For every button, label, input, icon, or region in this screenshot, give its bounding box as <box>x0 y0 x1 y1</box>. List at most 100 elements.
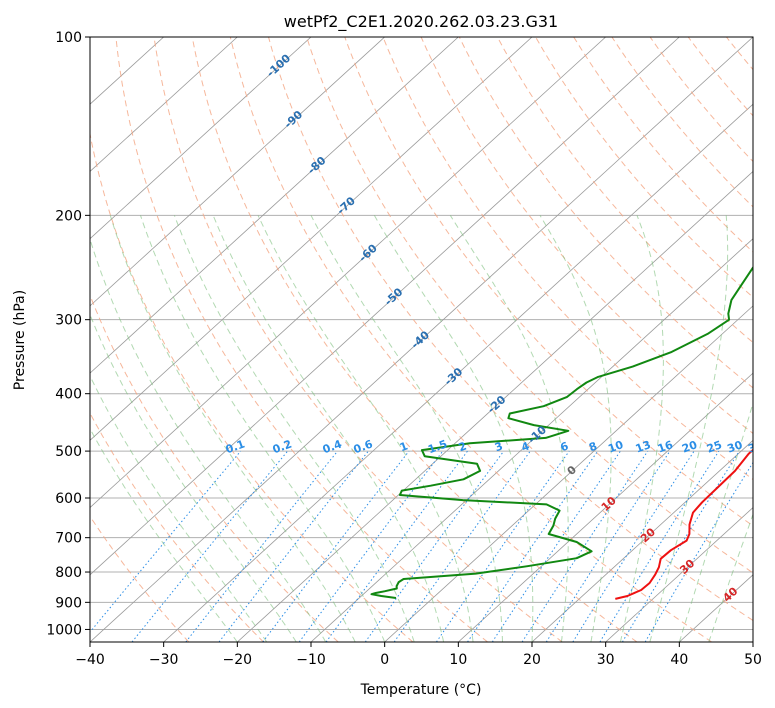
dry-adiabat <box>191 37 638 642</box>
isotherm-line <box>90 37 533 441</box>
dewpoint-profile-line <box>370 266 753 599</box>
mixing-ratio-line <box>364 450 505 642</box>
mixing-ratio-line <box>435 450 570 642</box>
mixing-ratio-line <box>185 450 338 642</box>
mixing-ratio-label: 16 <box>656 438 675 456</box>
mixing-ratio-line <box>262 450 410 642</box>
isotherm-line <box>90 37 680 576</box>
mixing-ratio-line <box>621 450 740 642</box>
moist-adiabat <box>109 215 356 642</box>
y-tick-label: 500 <box>55 444 82 460</box>
mixing-ratio-label: 1 <box>398 439 410 454</box>
plot-frame <box>89 36 754 643</box>
mixing-ratio-line <box>491 450 621 642</box>
mixing-ratio-line <box>572 450 695 642</box>
isotherm-line <box>90 37 459 374</box>
isotherm-line <box>531 439 753 642</box>
isotherm-line <box>90 37 238 172</box>
mixing-ratio-label: 13 <box>634 438 653 455</box>
isotherm-line <box>163 103 753 642</box>
mixing-ratio-label: 8 <box>587 439 599 454</box>
y-tick-label: 100 <box>55 30 82 46</box>
mixing-ratio-label: 0.1 <box>224 437 247 456</box>
isotherm-line <box>384 305 753 642</box>
dry-adiabat <box>344 37 753 527</box>
x-tick-label: 0 <box>380 652 389 668</box>
x-tick-label: 20 <box>523 652 541 668</box>
isotherm-line <box>605 507 753 642</box>
temperature-profile-line <box>615 448 753 600</box>
mixing-ratio-label: 6 <box>559 439 571 454</box>
isotherm-line <box>90 37 312 240</box>
y-tick-label: 900 <box>55 595 82 611</box>
moist-adiabat <box>140 215 386 642</box>
isotherm-line <box>310 238 753 642</box>
mixing-ratio-line <box>545 450 671 642</box>
dry-adiabat <box>153 37 563 642</box>
mixing-ratio-line <box>325 450 468 642</box>
mixing-ratio-label: 2 <box>457 439 469 454</box>
mixing-ratio-label: 25 <box>705 438 724 455</box>
x-tick-label: −40 <box>75 652 105 668</box>
mixing-ratio-label: 20 <box>680 438 699 456</box>
dry-adiabat <box>90 515 190 642</box>
mixing-ratio-label: 0.4 <box>321 437 344 456</box>
moist-adiabat <box>90 313 297 642</box>
y-tick-label: 800 <box>55 565 82 581</box>
isotherm-line <box>90 37 606 509</box>
y-axis-label: Pressure (hPa) <box>12 290 28 390</box>
mixing-ratio-label: 4 <box>520 439 532 454</box>
mixing-ratio-line <box>90 450 242 633</box>
y-tick-label: 1000 <box>46 622 82 638</box>
dry-adiabat <box>115 37 488 642</box>
moist-adiabat <box>212 215 445 642</box>
mixing-ratio-line <box>131 450 288 642</box>
moist-adiabat <box>90 237 327 642</box>
mixing-ratio-label: 0.2 <box>271 437 294 456</box>
y-tick-label: 700 <box>55 531 82 547</box>
mixing-ratio-label: 36 <box>746 438 765 456</box>
dry-adiabat <box>535 37 753 298</box>
mixing-ratio-label: 10 <box>606 438 625 456</box>
mixing-ratio-line <box>521 450 649 642</box>
y-tick-label: 400 <box>55 387 82 403</box>
mixing-ratio-line <box>467 450 599 642</box>
isotherm-line <box>237 170 753 642</box>
isotherm-line <box>458 372 753 642</box>
y-tick-label: 600 <box>55 491 82 507</box>
y-tick-label: 200 <box>55 208 82 224</box>
moist-adiabat <box>310 215 503 642</box>
dry-adiabat <box>90 412 264 642</box>
x-tick-label: 50 <box>744 652 762 668</box>
x-tick-label: −10 <box>296 652 326 668</box>
mixing-ratio-label: 3 <box>493 440 505 455</box>
dry-adiabat <box>496 37 753 344</box>
moist-adiabat <box>257 215 474 642</box>
y-tick-label: 300 <box>55 313 82 329</box>
mixing-ratio-line <box>298 450 444 642</box>
isotherm-line <box>90 37 385 307</box>
chart-title: wetPf2_C2E1.2020.262.03.23.G31 <box>284 12 558 32</box>
moist-adiabat <box>90 374 268 642</box>
mixing-ratio-label: 30 <box>725 438 744 456</box>
x-tick-label: −30 <box>149 652 179 668</box>
x-tick-label: −20 <box>223 652 253 668</box>
dry-adiabat <box>90 131 414 642</box>
x-tick-label: 30 <box>597 652 615 668</box>
x-axis-label: Temperature (°C) <box>360 682 482 698</box>
moist-adiabat <box>619 215 664 642</box>
dry-adiabat <box>229 37 712 642</box>
dry-adiabat <box>382 37 753 481</box>
mixing-ratio-line <box>393 450 531 642</box>
dry-adiabat <box>306 37 753 574</box>
isotherm-line <box>90 37 753 642</box>
moist-adiabat <box>373 215 534 642</box>
dry-adiabat <box>268 37 753 622</box>
mixing-ratio-label: 1.5 <box>426 437 449 456</box>
mixing-ratio-label: 0.6 <box>352 437 375 456</box>
x-tick-label: 10 <box>449 652 467 668</box>
x-tick-label: 40 <box>670 652 688 668</box>
moist-adiabat <box>539 215 612 642</box>
moist-adiabat <box>449 215 569 642</box>
